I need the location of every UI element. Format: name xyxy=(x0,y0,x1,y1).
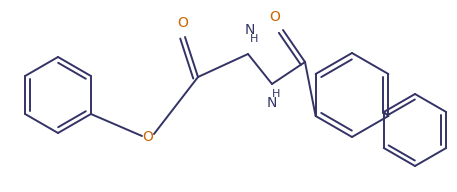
Text: O: O xyxy=(270,10,281,24)
Text: O: O xyxy=(178,16,188,30)
Text: N: N xyxy=(245,23,255,37)
Text: N: N xyxy=(267,96,277,110)
Text: H: H xyxy=(250,34,258,44)
Text: O: O xyxy=(143,130,154,144)
Text: H: H xyxy=(272,89,280,99)
